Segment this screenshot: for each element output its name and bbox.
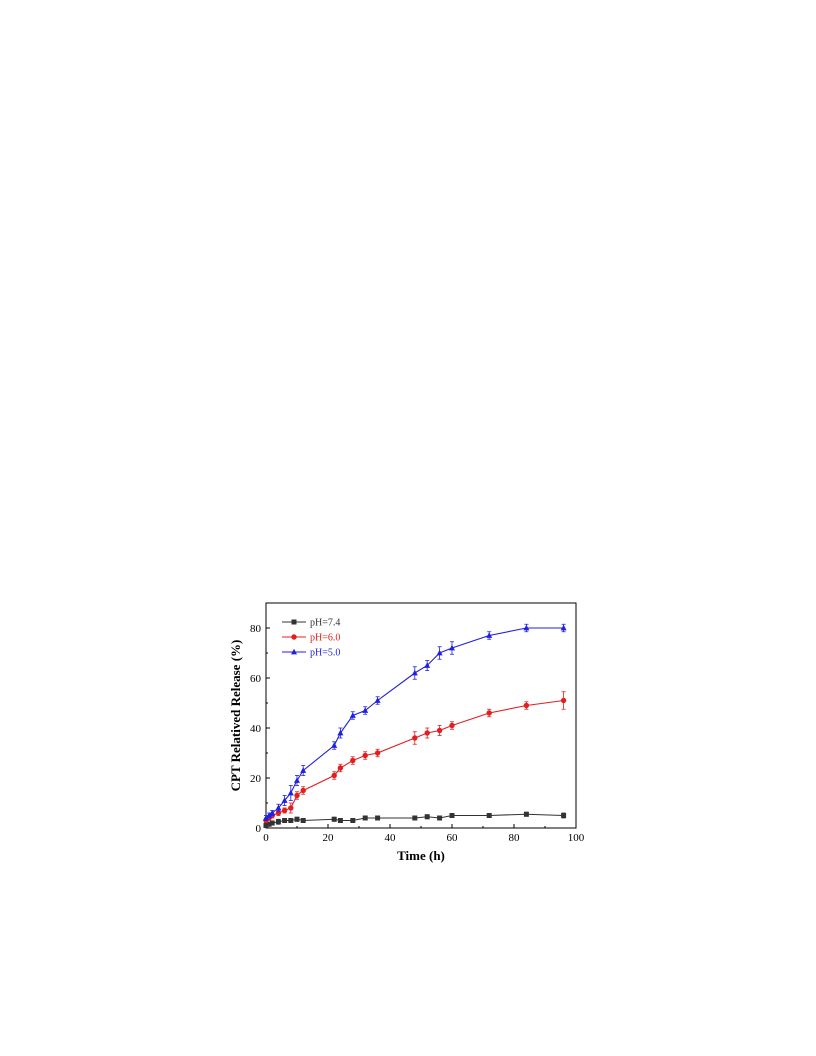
data-point bbox=[294, 792, 300, 799]
data-point bbox=[275, 819, 281, 825]
data-point bbox=[269, 809, 276, 816]
data-point bbox=[350, 757, 356, 764]
x-tick-label: 40 bbox=[385, 832, 397, 844]
legend-label: pH=7.4 bbox=[310, 618, 340, 629]
data-point bbox=[486, 813, 492, 818]
data-point bbox=[331, 816, 337, 822]
data-point bbox=[294, 816, 300, 822]
data-point bbox=[560, 697, 567, 704]
data-point bbox=[424, 662, 431, 668]
data-point bbox=[486, 632, 493, 638]
series-layer bbox=[263, 623, 567, 828]
series-1 bbox=[263, 691, 567, 824]
x-tick-label: 20 bbox=[323, 832, 335, 844]
x-axis-title: Time (h) bbox=[397, 848, 445, 863]
data-point bbox=[486, 710, 492, 716]
data-point bbox=[287, 789, 294, 796]
data-point bbox=[300, 767, 307, 773]
data-point bbox=[362, 752, 368, 759]
data-point bbox=[281, 797, 288, 803]
data-point bbox=[300, 787, 306, 794]
y-tick-label: 20 bbox=[250, 773, 262, 785]
data-point bbox=[449, 644, 455, 651]
data-point bbox=[300, 818, 306, 823]
data-point bbox=[374, 697, 381, 703]
data-point bbox=[337, 818, 343, 823]
data-point bbox=[331, 772, 337, 779]
data-point bbox=[337, 729, 344, 736]
data-point bbox=[523, 624, 530, 631]
data-point bbox=[375, 815, 381, 821]
data-point bbox=[269, 820, 275, 826]
x-tick-label: 80 bbox=[509, 832, 521, 844]
data-point bbox=[523, 811, 529, 817]
y-tick-label: 0 bbox=[256, 823, 262, 835]
data-point bbox=[362, 815, 368, 821]
x-axis: 0 20 40 60 80 100 bbox=[263, 824, 585, 844]
series-0 bbox=[263, 811, 567, 828]
data-point bbox=[288, 818, 294, 823]
data-point bbox=[349, 712, 356, 718]
data-point bbox=[282, 818, 288, 823]
data-point bbox=[374, 750, 381, 756]
data-point bbox=[449, 722, 455, 729]
data-point bbox=[424, 814, 430, 820]
legend-marker bbox=[291, 634, 297, 640]
data-point bbox=[523, 702, 530, 709]
data-point bbox=[263, 823, 269, 828]
y-tick-label: 80 bbox=[250, 623, 262, 635]
data-point bbox=[561, 813, 567, 818]
data-point bbox=[266, 821, 272, 827]
data-point bbox=[263, 814, 269, 821]
data-point bbox=[436, 649, 443, 656]
data-point bbox=[266, 812, 273, 818]
data-point bbox=[424, 730, 430, 736]
legend: pH=7.4 pH=6.0 pH=5.0 bbox=[282, 618, 340, 659]
y-axis: 0 20 40 60 80 bbox=[250, 623, 270, 835]
data-point bbox=[449, 813, 455, 818]
data-point bbox=[294, 777, 300, 783]
plot-area: 0 20 40 60 80 100 0 20 40 60 80 bbox=[250, 602, 585, 844]
legend-label: pH=6.0 bbox=[310, 633, 340, 644]
y-axis-title: CPT Relatived Release (%) bbox=[228, 640, 243, 792]
data-point bbox=[288, 805, 294, 811]
data-point bbox=[331, 742, 338, 748]
data-point bbox=[437, 815, 443, 821]
data-point bbox=[436, 727, 443, 734]
data-point bbox=[337, 765, 344, 771]
data-point bbox=[560, 624, 567, 631]
data-point bbox=[281, 807, 288, 814]
data-point bbox=[412, 735, 418, 741]
data-point bbox=[362, 707, 369, 713]
legend-marker bbox=[291, 648, 297, 655]
data-point bbox=[275, 804, 282, 811]
legend-marker bbox=[291, 619, 297, 625]
series-line bbox=[265, 699, 564, 821]
y-tick-label: 40 bbox=[250, 723, 262, 735]
data-point bbox=[411, 669, 418, 676]
data-point bbox=[412, 815, 418, 821]
legend-label: pH=5.0 bbox=[310, 648, 340, 659]
x-tick-label: 60 bbox=[447, 832, 459, 844]
x-tick-label: 100 bbox=[568, 832, 585, 844]
y-tick-label: 60 bbox=[250, 673, 262, 685]
x-tick-label: 0 bbox=[263, 832, 269, 844]
data-point bbox=[350, 818, 356, 823]
series-2 bbox=[263, 623, 567, 821]
